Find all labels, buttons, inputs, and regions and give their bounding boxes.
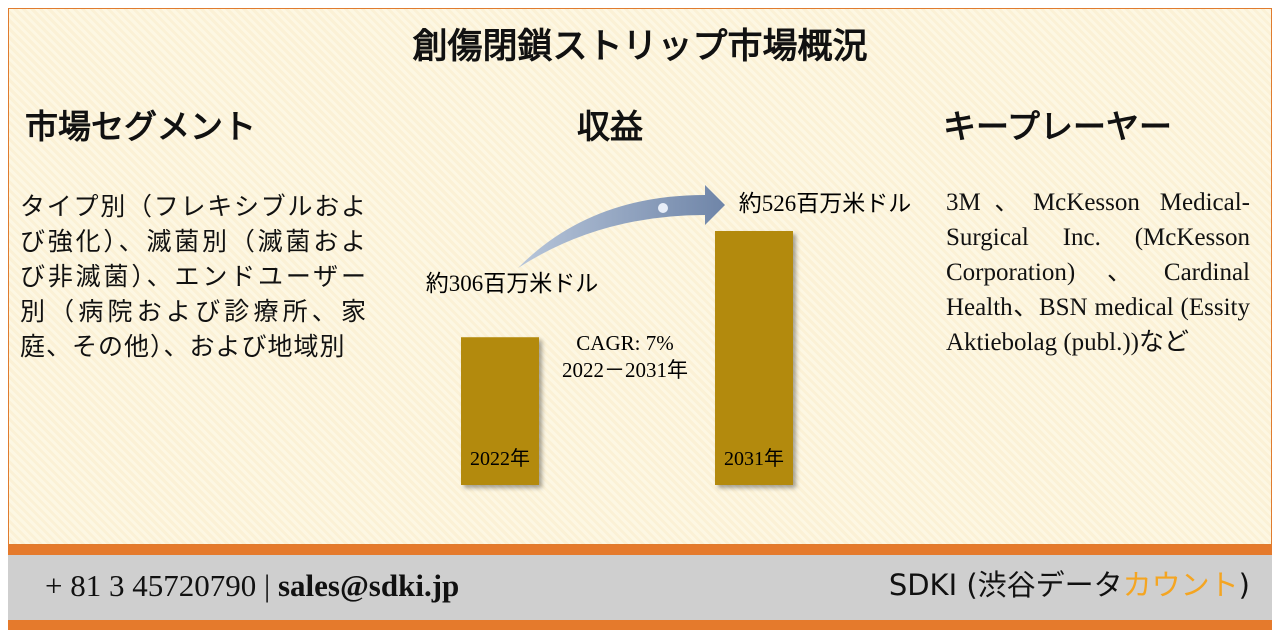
- bar-year: 2031年: [724, 447, 784, 470]
- email[interactable]: sales@sdki.jp: [277, 568, 460, 603]
- footer: [8, 555, 1272, 620]
- brand-close: ): [1238, 568, 1250, 602]
- value-label: 約306百万米ドル: [426, 271, 599, 296]
- cagr: CAGR: 7%: [576, 331, 673, 355]
- bar: [461, 337, 539, 485]
- brand-name: SDKI (渋谷データ: [888, 568, 1123, 602]
- segments-heading: 市場セグメント: [25, 110, 256, 146]
- title: 創傷閉鎖ストリップ市場概況: [412, 27, 868, 66]
- footer-stripe: [8, 620, 1272, 630]
- players-text: 3M、McKesson Medical-Surgical Inc. (McKes…: [946, 189, 1250, 356]
- value-label: 約526百万米ドル: [739, 191, 912, 216]
- revenue-chart: CAGR: 7% 2022－2031年 2022年 約306百万米ドル 2031年 約…: [426, 185, 912, 485]
- segments-text: タイプ別（フレキシブルおよび強化）、滅菌別（滅菌および非滅菌）、エンドユーザー別…: [20, 194, 367, 361]
- arrow-dot: [658, 203, 668, 213]
- growth-arrow: [518, 185, 725, 268]
- revenue-heading: 収益: [577, 110, 643, 146]
- phone: + 81 3 45720790: [45, 568, 257, 603]
- contact: + 81 3 45720790 | sales@sdki.jp: [45, 568, 459, 604]
- bar-year: 2022年: [470, 447, 530, 470]
- brand: SDKI (渋谷データカウント): [889, 562, 1250, 604]
- panel: [8, 8, 1272, 545]
- players-heading: キープレーヤー: [943, 110, 1173, 146]
- cagr-period: 2022－2031年: [562, 358, 688, 382]
- bar: [715, 231, 793, 485]
- brand-highlight: カウント: [1122, 568, 1239, 602]
- footer-stripe: [8, 545, 1272, 555]
- separator: |: [263, 568, 271, 603]
